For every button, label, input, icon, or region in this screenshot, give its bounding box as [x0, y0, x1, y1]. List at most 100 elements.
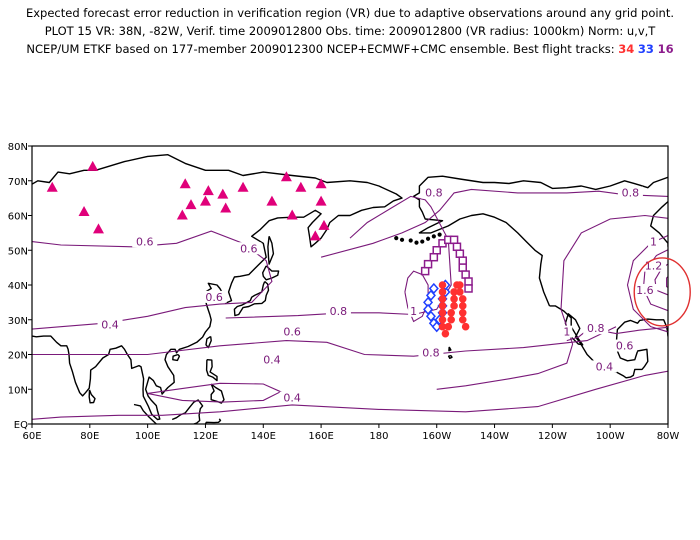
contour-label-bg — [408, 304, 420, 317]
track-point-diamond — [428, 282, 439, 295]
contour-label-bg — [325, 304, 351, 317]
contour-label-bg — [279, 325, 305, 338]
contour-label: 0.4 — [263, 353, 281, 366]
contour-label-bg — [259, 353, 285, 366]
x-tick-label: 80W — [657, 431, 680, 442]
contour-line — [436, 214, 668, 390]
contour-line — [566, 326, 668, 342]
aleutian-island — [414, 240, 419, 245]
contour-label: 0.4 — [596, 360, 614, 373]
track-point-square — [432, 246, 441, 255]
y-tick-label: 40N — [8, 281, 28, 292]
contour-label: 0.6 — [283, 326, 301, 339]
contour-label-bg — [418, 346, 444, 359]
contour-label: 0.6 — [240, 242, 258, 255]
y-tick-label: 10N — [8, 385, 28, 396]
contour-label-bg — [612, 339, 638, 352]
y-tick-label: 60N — [8, 212, 28, 223]
coastline — [204, 418, 222, 424]
coastline — [133, 403, 157, 424]
title-line-2: PLOT 15 VR: 38N, -82W, Verif. time 20090… — [44, 24, 656, 38]
contour-label-bg — [236, 242, 262, 255]
track-point-square — [464, 284, 473, 293]
track-point-circle — [438, 315, 447, 324]
contour-label-bg — [632, 283, 658, 296]
raob-site-triangle — [185, 199, 197, 210]
raob-site-triangle — [202, 185, 214, 196]
raob-site-triangle — [280, 171, 292, 182]
track-point-circle — [444, 322, 453, 331]
track-point-square — [455, 249, 465, 258]
coastline — [210, 383, 225, 404]
raob-site-triangle — [286, 209, 298, 220]
contour-label: 0.6 — [205, 291, 223, 304]
contour-line — [642, 249, 668, 312]
x-tick-label: 160W — [422, 431, 451, 442]
contour-line — [225, 195, 452, 319]
raob-site-triangle — [237, 181, 249, 192]
raob-site-triangle — [266, 195, 278, 206]
contour-label: 1 — [650, 235, 657, 248]
track-point-diamond — [425, 289, 436, 302]
track-point-circle — [461, 322, 470, 331]
coastline — [171, 399, 204, 424]
contour-line — [666, 275, 668, 288]
y-tick-label: 70N — [8, 177, 28, 188]
contour-label-bg — [97, 318, 123, 331]
coastline — [447, 354, 453, 359]
contour-label: 1.6 — [636, 284, 654, 297]
track-point-square — [461, 270, 470, 279]
contour-line — [320, 188, 668, 258]
x-tick-label: 140E — [251, 431, 276, 442]
coastline — [205, 359, 218, 382]
contour-label: 0.8 — [425, 187, 443, 200]
track-point-circle — [438, 281, 447, 289]
x-tick-label: 140W — [480, 431, 509, 442]
raob-site-triangle — [78, 206, 90, 217]
x-tick-label: 160E — [308, 431, 333, 442]
track-number-16: 16 — [657, 42, 674, 56]
track-point-circle — [438, 309, 447, 317]
flight-tracks — [420, 235, 473, 338]
contour-line — [654, 263, 668, 296]
track-point-circle — [447, 315, 455, 324]
raob-site-triangle — [220, 202, 232, 213]
track-point-circle — [450, 302, 458, 310]
x-tick-label: 100E — [135, 431, 160, 442]
flight-track-34 — [438, 281, 470, 338]
track-point-circle — [438, 302, 447, 310]
title-line-3: NCEP/UM ETKF based on 177-member 2009012… — [0, 42, 700, 56]
contour-label: 0.8 — [587, 322, 605, 335]
contour-label: 0.8 — [622, 187, 640, 200]
y-tick-label: 30N — [8, 316, 28, 327]
coastline — [205, 335, 212, 349]
contour-line — [32, 326, 617, 357]
track-number-33: 33 — [637, 42, 654, 56]
raob-site-triangle — [176, 209, 188, 220]
contour-label-bg — [132, 235, 158, 248]
aleutian-island — [408, 238, 413, 243]
verification-region-circle — [633, 257, 691, 327]
coastline — [172, 353, 181, 362]
track-point-square — [458, 263, 467, 272]
x-tick-label: 180 — [369, 431, 388, 442]
coastline — [650, 201, 668, 247]
x-tick-label: 60E — [22, 431, 41, 442]
track-point-square — [420, 266, 430, 276]
y-tick-label: 80N — [8, 142, 28, 153]
coastline — [448, 346, 452, 352]
y-tick-label-eq: EQ — [14, 420, 28, 431]
contour-line — [32, 370, 668, 420]
contour-label: 1 — [410, 305, 417, 318]
contour-label: 0.8 — [422, 347, 440, 360]
coastlines — [32, 154, 668, 424]
track-point-circle — [438, 288, 447, 296]
track-point-square — [464, 277, 473, 286]
raob-sites — [46, 160, 330, 241]
x-tick-label: 120W — [538, 431, 567, 442]
aleutian-island — [425, 236, 431, 241]
x-tick-label: 100W — [596, 431, 625, 442]
track-point-circle — [447, 309, 455, 317]
